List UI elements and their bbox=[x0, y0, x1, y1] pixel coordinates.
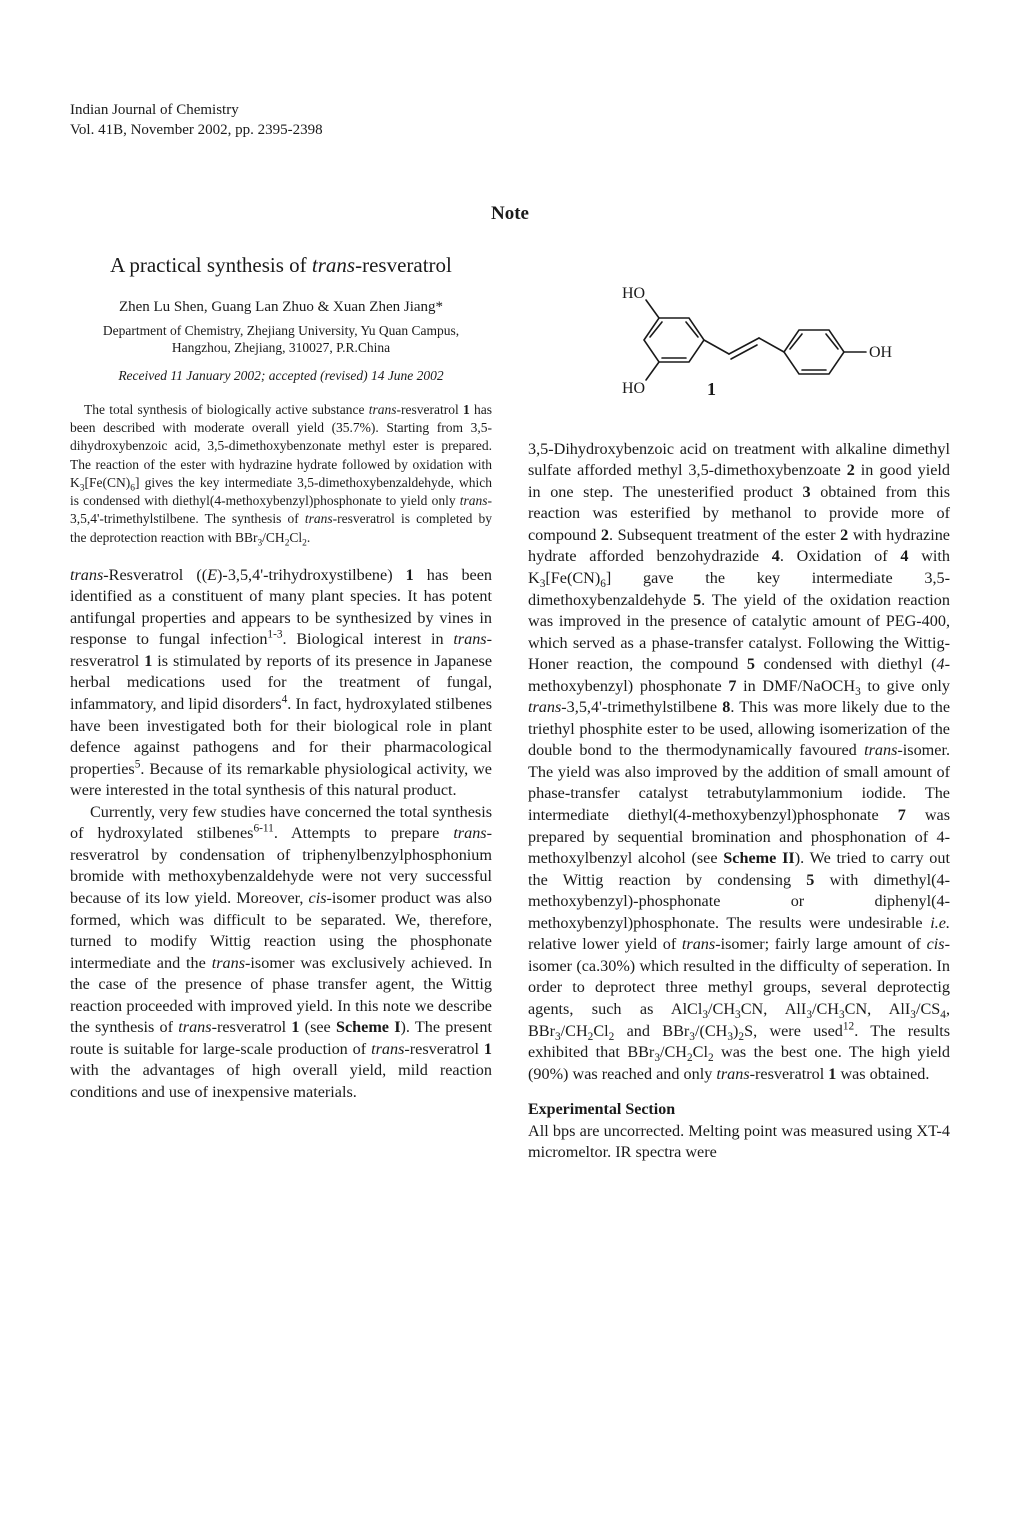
affiliation-line1: Department of Chemistry, Zhejiang Univer… bbox=[103, 323, 459, 338]
left-column: A practical synthesis of trans-resveratr… bbox=[70, 252, 492, 1164]
left-body: trans-Resveratrol ((E)-3,5,4'-trihydroxy… bbox=[70, 565, 492, 1104]
received-date: Received 11 January 2002; accepted (revi… bbox=[70, 367, 492, 385]
experimental-para: All bps are uncorrected. Melting point w… bbox=[528, 1121, 950, 1164]
resveratrol-svg: HO HO OH 1 bbox=[574, 260, 904, 410]
ho-bottom-label: HO bbox=[622, 380, 645, 397]
compound-number: 1 bbox=[707, 379, 716, 399]
right-para-1: 3,5-Dihydroxybenzoic acid on treatment w… bbox=[528, 439, 950, 1085]
affiliation: Department of Chemistry, Zhejiang Univer… bbox=[70, 322, 492, 357]
article-title: A practical synthesis of trans-resveratr… bbox=[70, 252, 492, 279]
ho-top-label: HO bbox=[622, 285, 645, 302]
journal-header: Indian Journal of Chemistry Vol. 41B, No… bbox=[70, 100, 950, 141]
oh-right-label: OH bbox=[869, 344, 893, 361]
right-column: HO HO OH 1 3,5-Dihydroxybenzoic acid on … bbox=[528, 252, 950, 1164]
right-body: 3,5-Dihydroxybenzoic acid on treatment w… bbox=[528, 439, 950, 1085]
left-para-2: Currently, very few studies have concern… bbox=[70, 802, 492, 1104]
journal-name: Indian Journal of Chemistry bbox=[70, 100, 950, 120]
abstract: The total synthesis of biologically acti… bbox=[70, 401, 492, 547]
left-para-1: trans-Resveratrol ((E)-3,5,4'-trihydroxy… bbox=[70, 565, 492, 802]
note-label: Note bbox=[70, 201, 950, 227]
abstract-text: The total synthesis of biologically acti… bbox=[70, 401, 492, 547]
chemical-structure-1: HO HO OH 1 bbox=[528, 252, 950, 417]
authors: Zhen Lu Shen, Guang Lan Zhuo & Xuan Zhen… bbox=[70, 297, 492, 317]
experimental-heading: Experimental Section bbox=[528, 1099, 950, 1121]
affiliation-line2: Hangzhou, Zhejiang, 310027, P.R.China bbox=[172, 340, 390, 355]
two-column-layout: A practical synthesis of trans-resveratr… bbox=[70, 252, 950, 1164]
journal-vol: Vol. 41B, November 2002, pp. 2395-2398 bbox=[70, 120, 950, 140]
experimental-body: All bps are uncorrected. Melting point w… bbox=[528, 1121, 950, 1164]
